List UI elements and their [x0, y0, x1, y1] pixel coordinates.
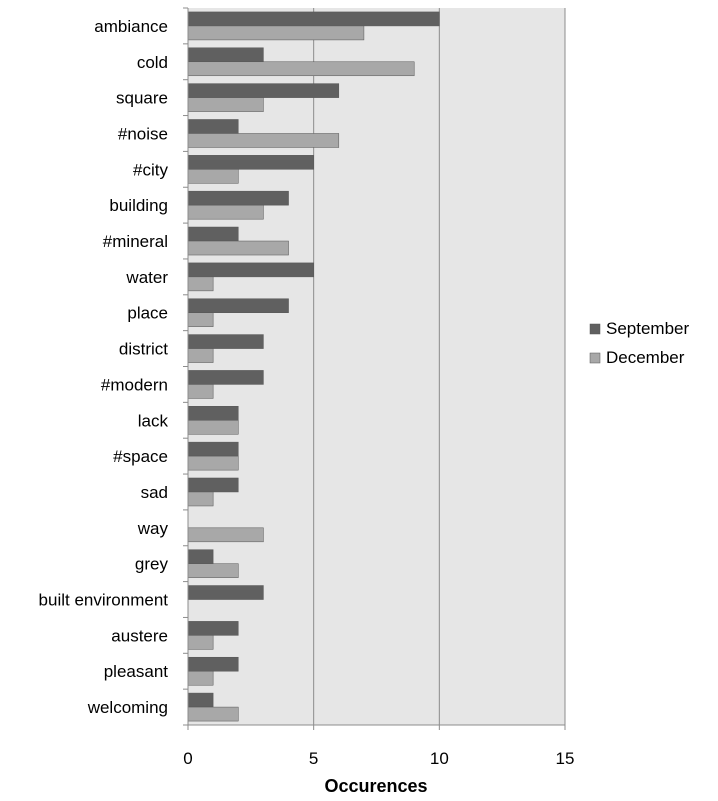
bar-september [187, 262, 314, 278]
bar-september [187, 334, 264, 349]
bar-september [187, 656, 239, 672]
bar-september [187, 155, 314, 170]
bar-september [187, 119, 239, 134]
bar-december [187, 25, 365, 41]
x-tick-label: 5 [309, 749, 318, 768]
y-tick-label: #city [133, 160, 168, 179]
bar-september [187, 585, 264, 600]
bar-december [187, 61, 415, 77]
bar-december [187, 491, 214, 507]
bar-december [187, 276, 214, 292]
bar-september [187, 406, 239, 421]
bar-september [187, 190, 289, 206]
bar-december [187, 240, 289, 256]
y-tick-label: sad [141, 483, 168, 502]
y-tick-label: welcoming [87, 698, 168, 717]
x-tick-label: 0 [183, 749, 192, 768]
plot-area [188, 8, 566, 725]
y-tick-label: grey [135, 555, 169, 574]
bar-december [187, 670, 214, 686]
bar-september [187, 370, 264, 385]
legend-label-september: September [606, 319, 689, 338]
legend: September December [589, 319, 689, 367]
bar-december [187, 169, 239, 184]
legend-swatch-september [589, 323, 601, 335]
bar-september [187, 226, 239, 242]
y-tick-label: ambiance [94, 17, 168, 36]
x-tick-label: 15 [556, 749, 575, 768]
bar-september [187, 621, 239, 636]
bar-september [187, 692, 214, 708]
bar-december [187, 420, 239, 435]
y-tick-label: austere [111, 626, 168, 645]
labels: ambiance cold square #noise #city building #mi… [39, 17, 575, 768]
bar-december [187, 706, 239, 722]
bar-september [187, 11, 440, 27]
y-tick-label: #space [113, 447, 168, 466]
bar-september [187, 441, 239, 457]
axes [183, 7, 566, 730]
bar-december [187, 133, 340, 148]
legend-label-december: December [606, 348, 685, 367]
bar-september [187, 549, 214, 564]
y-tick-label: built environment [39, 591, 169, 610]
bar-december [187, 348, 214, 363]
bar-december [187, 384, 214, 399]
y-tick-label: square [116, 89, 168, 108]
plot-background [188, 8, 565, 725]
y-tick-label: #mineral [103, 232, 168, 251]
bar-december [187, 527, 264, 543]
y-tick-label: cold [137, 53, 168, 72]
y-tick-label: way [137, 519, 169, 538]
y-tick-label: #noise [118, 124, 168, 143]
y-tick-label: place [127, 304, 168, 323]
bar-december [187, 563, 239, 578]
x-tick-label: 10 [430, 749, 449, 768]
bar-december [187, 455, 239, 471]
bar-september [187, 477, 239, 493]
bar-december [187, 204, 264, 220]
y-tick-label: building [109, 196, 168, 215]
x-axis-title: Occurences [324, 776, 427, 796]
y-tick-label: water [125, 268, 168, 287]
bar-september [187, 298, 289, 313]
y-tick-label: district [119, 340, 168, 359]
bar-december [187, 97, 264, 112]
y-tick-label: #modern [101, 375, 168, 394]
bar-september [187, 83, 340, 98]
bar-december [187, 635, 214, 650]
y-tick-label: pleasant [104, 662, 169, 681]
bar-september [187, 47, 264, 63]
y-tick-label: lack [138, 411, 169, 430]
legend-swatch-december [589, 352, 601, 364]
bar-december [187, 312, 214, 327]
